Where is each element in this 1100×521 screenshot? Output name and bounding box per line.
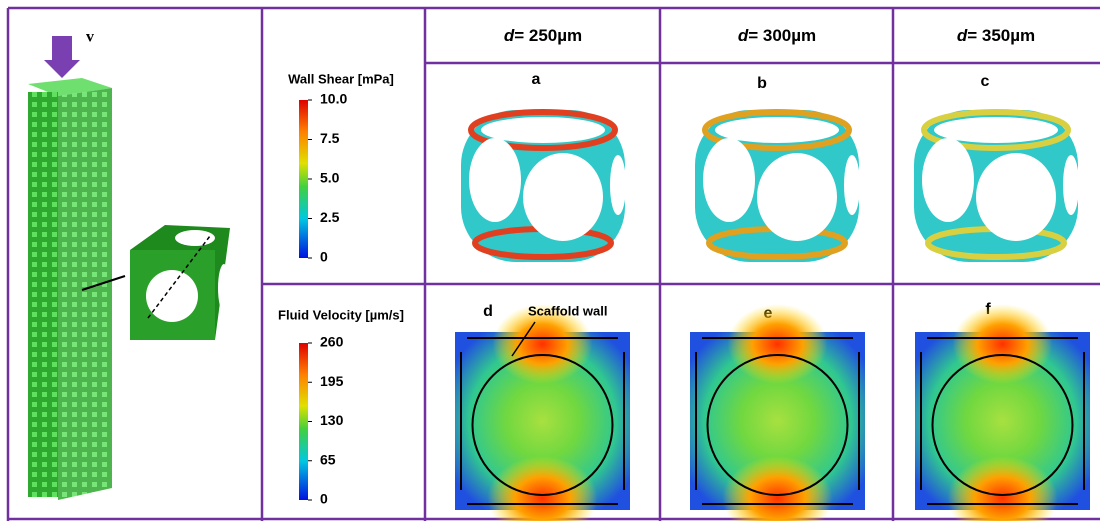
panel-label: a (532, 71, 541, 88)
colorbar (299, 100, 308, 258)
header-symbol: d (738, 26, 749, 45)
header-symbol: d (957, 26, 968, 45)
cell-pore (757, 153, 837, 241)
header-value: = 350µm (967, 26, 1035, 45)
flow-arrow (44, 36, 80, 78)
column-header: d= 350µm (957, 26, 1035, 45)
cell-pore (1063, 155, 1079, 215)
velocity-map (455, 304, 630, 521)
velocity-hotspot (728, 304, 828, 384)
scaffold-illustration: v (28, 29, 230, 500)
velocity-map (915, 304, 1090, 521)
cell-pore (218, 264, 230, 312)
cell-pore (146, 270, 198, 322)
shear-cell (461, 110, 626, 262)
cell-pore (703, 138, 755, 222)
velocity-hotspot (953, 304, 1053, 384)
colorbar-title: Fluid Velocity [µm/s] (278, 307, 404, 322)
cell-pore (922, 138, 974, 222)
colorbar-tick-label: 2.5 (320, 209, 340, 225)
column-header: d= 300µm (738, 26, 816, 45)
cell-pore (469, 138, 521, 222)
colorbar (299, 343, 308, 500)
header-value: = 250µm (514, 26, 582, 45)
cell-pore (610, 155, 626, 215)
colorbar-tick-label: 5.0 (320, 170, 340, 186)
panel-label: b (757, 75, 767, 92)
colorbar-tick-label: 260 (320, 334, 344, 350)
header-symbol: d (504, 26, 515, 45)
cell-pore (976, 153, 1056, 241)
tower-left (28, 92, 58, 497)
cell-pore (844, 155, 860, 215)
shear-cell (914, 110, 1079, 262)
colorbar-tick-label: 7.5 (320, 130, 340, 146)
cell-pore (523, 153, 603, 241)
panel-label: c (981, 73, 990, 90)
figure: v d= 250µmd= 300µmd= 350µmabcdefWall She… (0, 0, 1100, 521)
column-header: d= 250µm (504, 26, 582, 45)
colorbar-tick-label: 0 (320, 249, 328, 265)
colorbar-tick-label: 65 (320, 451, 336, 467)
colorbar-tick-label: 0 (320, 491, 328, 507)
header-value: = 300µm (748, 26, 816, 45)
colorbar-tick-label: 10.0 (320, 91, 347, 107)
panel-label: d (483, 303, 493, 320)
tower-right (58, 88, 112, 500)
annotation: Scaffold wall (528, 303, 607, 318)
flow-label: v (86, 29, 94, 46)
colorbar-title: Wall Shear [mPa] (288, 71, 394, 86)
colorbar-tick-label: 130 (320, 412, 344, 428)
velocity-map (690, 304, 865, 521)
colorbar-tick-label: 195 (320, 373, 344, 389)
shear-cell (695, 110, 860, 262)
